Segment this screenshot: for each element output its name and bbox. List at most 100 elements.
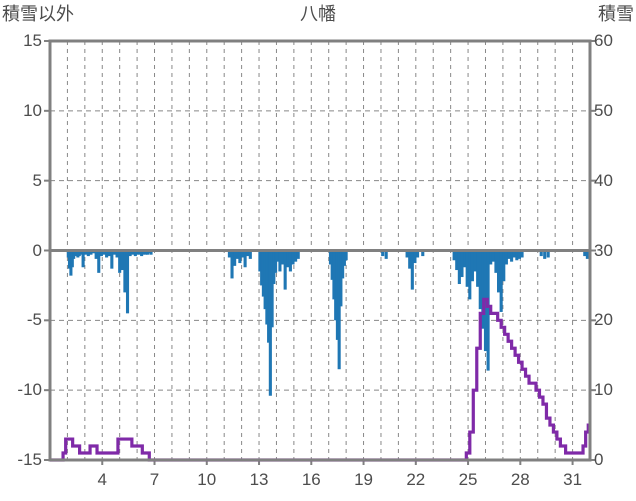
y2-axis-tick-label: 30 bbox=[594, 240, 613, 260]
precipitation-bar bbox=[283, 250, 287, 290]
chart-title: 八幡 bbox=[300, 4, 336, 24]
precipitation-bar bbox=[460, 250, 464, 278]
precipitation-bar bbox=[585, 250, 589, 259]
precipitation-bar bbox=[341, 250, 345, 279]
precipitation-bar bbox=[489, 250, 493, 265]
precipitation-bar bbox=[133, 250, 137, 257]
precipitation-bar bbox=[144, 250, 148, 255]
precipitation-bar bbox=[481, 250, 485, 329]
precipitation-bar bbox=[272, 250, 276, 285]
y-axis-tick-label: 0 bbox=[32, 240, 42, 260]
precipitation-bar bbox=[296, 250, 300, 259]
y-axis-tick-label: -5 bbox=[26, 310, 42, 330]
y-axis-tick-label: -15 bbox=[17, 450, 42, 469]
y2-axis-tick-label: 10 bbox=[594, 380, 613, 400]
precipitation-bar bbox=[110, 250, 114, 269]
y2-axis-tick-label: 60 bbox=[594, 31, 613, 50]
precipitation-bar bbox=[476, 250, 480, 287]
precipitation-bar bbox=[405, 250, 409, 258]
precipitation-bar bbox=[328, 250, 332, 265]
precipitation-bar bbox=[105, 250, 109, 258]
precipitation-bar bbox=[408, 250, 412, 269]
precipitation-bar bbox=[81, 250, 85, 268]
x-axis-tick-label: 22 bbox=[406, 470, 426, 489]
precipitation-bar bbox=[131, 250, 135, 255]
precipitation-bar bbox=[248, 250, 252, 259]
precipitation-bar bbox=[507, 250, 511, 259]
precipitation-bar bbox=[491, 250, 495, 262]
precipitation-bar bbox=[520, 250, 524, 258]
x-axis-tick-label: 31 bbox=[563, 470, 583, 489]
precipitation-bar bbox=[120, 250, 124, 271]
precipitation-bar bbox=[89, 250, 93, 255]
precipitation-bar bbox=[502, 250, 506, 282]
y-axis-tick-label: 5 bbox=[32, 170, 42, 190]
y2-axis-tick-label: 20 bbox=[594, 310, 613, 330]
precipitation-bar bbox=[468, 250, 472, 300]
precipitation-bar bbox=[260, 250, 264, 286]
precipitation-bar bbox=[416, 250, 420, 258]
precipitation-bar bbox=[274, 250, 278, 273]
precipitation-bar bbox=[465, 250, 469, 287]
precipitation-bar bbox=[421, 250, 425, 257]
precipitation-bar bbox=[410, 250, 414, 290]
precipitation-bar bbox=[291, 250, 295, 265]
precipitation-bar bbox=[128, 250, 132, 257]
precipitation-bar bbox=[97, 250, 101, 273]
precipitation-bar bbox=[344, 250, 348, 261]
precipitation-bar bbox=[267, 250, 271, 343]
plot-frame bbox=[48, 39, 592, 462]
precipitation-bar bbox=[463, 250, 467, 268]
right-axis-title: 積雪 bbox=[598, 4, 634, 24]
precipitation-bar bbox=[452, 250, 456, 261]
precipitation-bars bbox=[66, 250, 589, 396]
precipitation-bar bbox=[86, 250, 90, 257]
precipitation-bar bbox=[246, 250, 250, 257]
precipitation-bar bbox=[455, 250, 459, 271]
y-axis-tick-label: 15 bbox=[23, 31, 42, 50]
precipitation-bar bbox=[517, 250, 521, 259]
precipitation-bar bbox=[79, 250, 83, 255]
precipitation-bar bbox=[294, 250, 298, 262]
y-axis-tick-label: -10 bbox=[17, 380, 42, 400]
precipitation-bar bbox=[240, 250, 245, 258]
precipitation-bar bbox=[288, 250, 292, 272]
precipitation-bar bbox=[123, 250, 127, 293]
precipitation-bar bbox=[115, 250, 119, 258]
precipitation-bar bbox=[486, 250, 490, 371]
precipitation-bar bbox=[510, 250, 514, 262]
x-axis-tick-label: 19 bbox=[354, 470, 373, 489]
precipitation-bar bbox=[470, 250, 474, 282]
precipitation-bar bbox=[546, 250, 550, 258]
precipitation-bar bbox=[118, 250, 122, 273]
precipitation-bar bbox=[543, 250, 547, 259]
precipitation-bar bbox=[258, 250, 262, 272]
left-axis-title: 積雪以外 bbox=[2, 4, 74, 24]
precipitation-bar bbox=[125, 250, 130, 314]
precipitation-bar bbox=[473, 250, 477, 272]
precipitation-bar bbox=[270, 250, 274, 328]
precipitation-bar bbox=[233, 250, 237, 266]
precipitation-bar bbox=[457, 250, 461, 285]
precipitation-bar bbox=[335, 250, 339, 340]
precipitation-bar bbox=[413, 250, 417, 264]
precipitation-bar bbox=[512, 250, 516, 258]
precipitation-bar bbox=[286, 250, 290, 268]
x-axis-tick-label: 28 bbox=[510, 470, 530, 489]
precipitation-bar bbox=[112, 250, 116, 255]
precipitation-bar bbox=[102, 250, 106, 255]
x-axis-tick-label: 4 bbox=[97, 470, 107, 489]
precipitation-bar bbox=[261, 250, 265, 297]
precipitation-bar bbox=[330, 250, 334, 280]
precipitation-bar bbox=[539, 250, 543, 257]
precipitation-bar bbox=[337, 250, 341, 370]
snow-depth-line bbox=[50, 297, 590, 462]
precipitation-bar bbox=[99, 250, 103, 257]
precipitation-bar bbox=[332, 250, 336, 300]
precipitation-bar bbox=[334, 250, 338, 321]
precipitation-bar bbox=[381, 250, 385, 257]
precipitation-bar bbox=[275, 250, 279, 262]
y-axis-tick-label: 10 bbox=[23, 100, 42, 120]
x-axis-tick-label: 7 bbox=[149, 470, 160, 489]
